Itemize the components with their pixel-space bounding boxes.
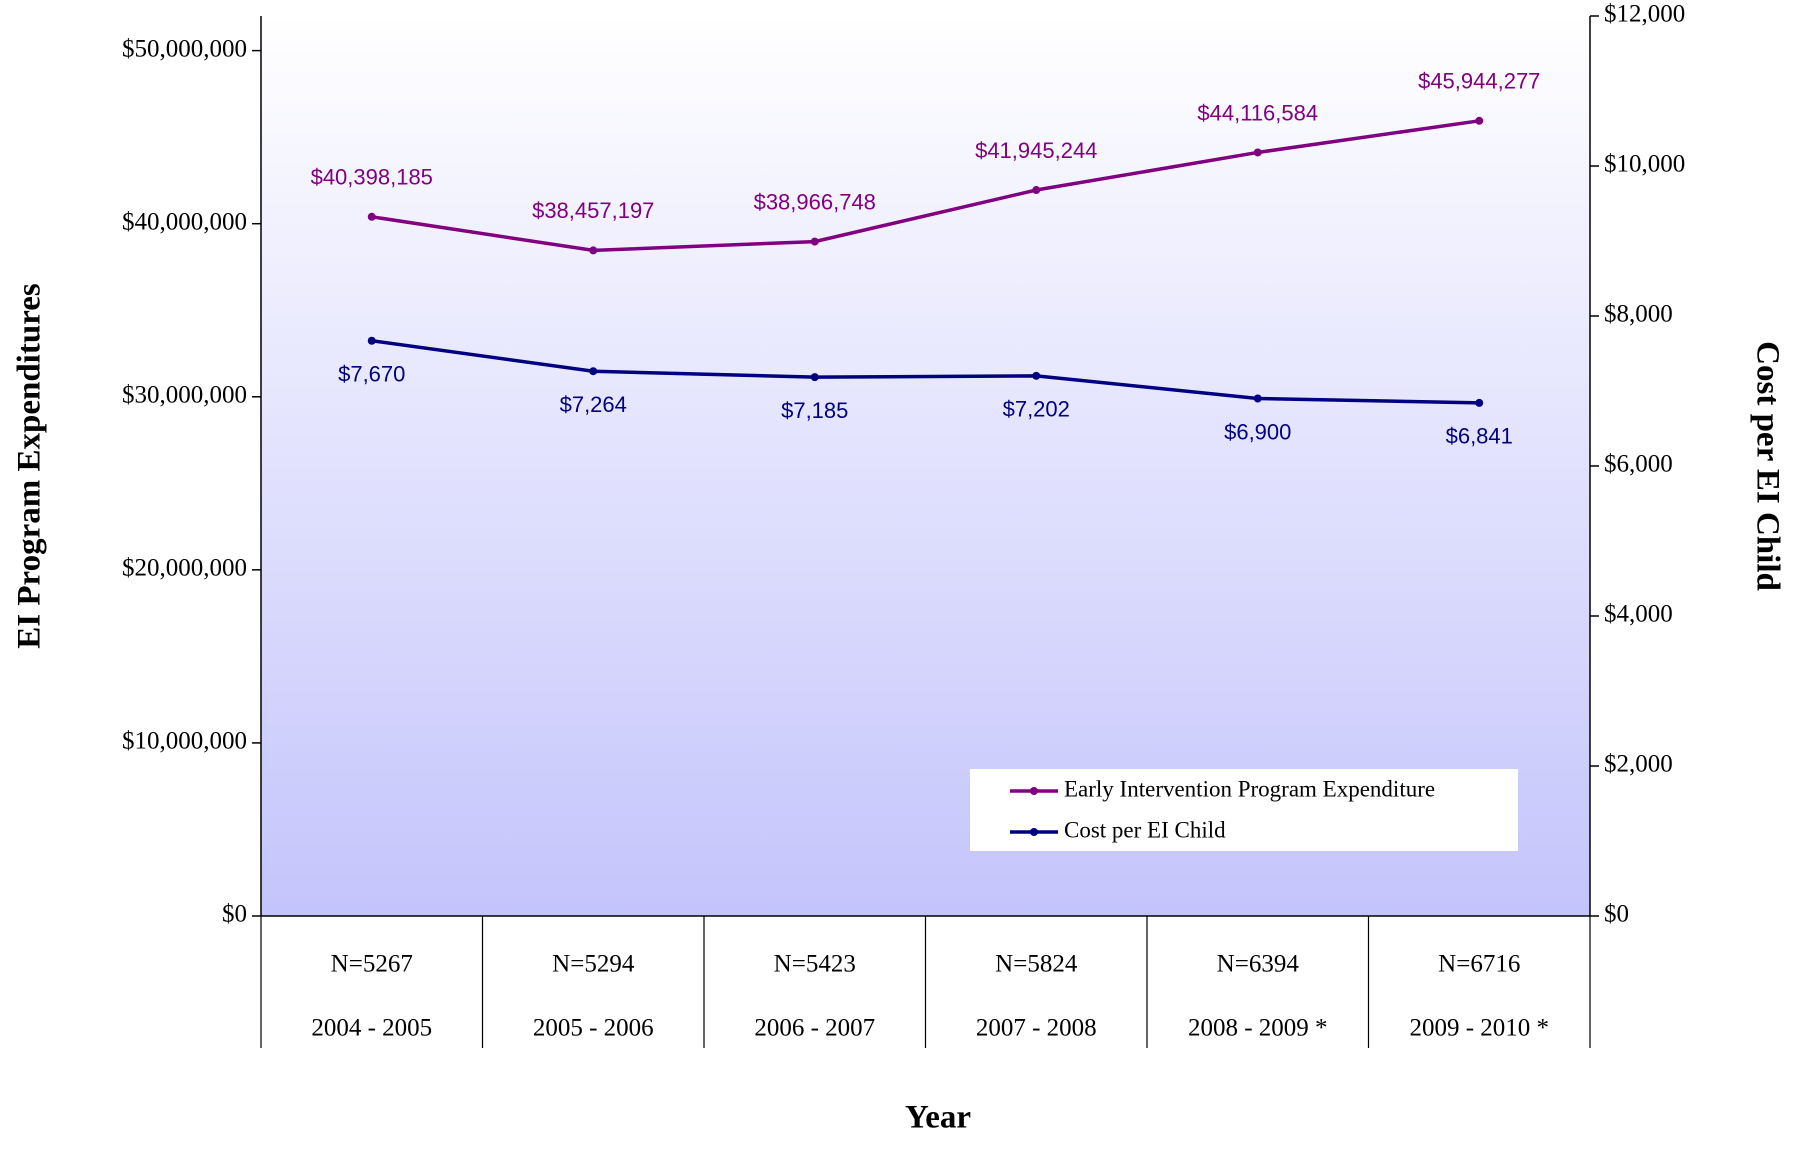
x-tick-sublabel: N=5824	[995, 951, 1078, 978]
data-label: $6,900	[1224, 419, 1291, 444]
marker	[810, 237, 819, 246]
data-label: $45,944,277	[1418, 69, 1540, 94]
y-tick-label: $20,000,000	[122, 555, 247, 582]
plot-area	[261, 16, 1590, 916]
data-label: $38,457,197	[532, 198, 654, 223]
x-tick-label: 2006 - 2007	[754, 1015, 875, 1042]
marker	[1253, 394, 1262, 403]
y-axis-title: EI Program Expenditures	[12, 283, 48, 649]
legend-label: Cost per EI Child	[1064, 817, 1226, 842]
y2-axis-title: Cost per EI Child	[1749, 341, 1785, 591]
y2-tick-label: $10,000	[1604, 151, 1685, 178]
x-tick-sublabel: N=6394	[1217, 951, 1300, 978]
data-label: $40,398,185	[311, 165, 433, 190]
y-tick-label: $50,000,000	[122, 35, 247, 62]
x-axis-title: Year	[905, 1100, 971, 1136]
legend-marker	[1030, 828, 1038, 836]
legend-label: Early Intervention Program Expenditure	[1064, 776, 1435, 801]
marker	[589, 246, 598, 255]
y2-tick-label: $4,000	[1604, 601, 1673, 628]
line	[371, 339, 1480, 405]
x-tick-label: 2009 - 2010 *	[1409, 1015, 1549, 1042]
x-tick-sublabel: N=5294	[552, 951, 635, 978]
marker	[1475, 398, 1484, 407]
y2-tick-label: $12,000	[1604, 1, 1685, 28]
legend-box	[970, 769, 1518, 851]
x-tick-sublabel: N=5267	[331, 951, 413, 978]
x-tick-label: 2005 - 2006	[533, 1015, 654, 1042]
data-label: $41,945,244	[975, 138, 1097, 163]
legend-marker	[1030, 787, 1038, 795]
data-label: $44,116,584	[1197, 100, 1318, 125]
line	[371, 119, 1480, 253]
data-label: $7,202	[1003, 397, 1070, 422]
marker	[1253, 148, 1262, 157]
y2-tick-label: $0	[1604, 901, 1629, 928]
marker	[367, 336, 376, 345]
y-tick-label: $0	[222, 901, 247, 928]
marker	[1032, 371, 1041, 380]
data-label: $7,670	[338, 362, 405, 387]
y2-tick-label: $2,000	[1604, 751, 1673, 778]
marker	[589, 367, 598, 376]
marker	[810, 373, 819, 382]
data-label: $7,185	[781, 398, 848, 423]
marker	[367, 212, 376, 221]
x-tick-sublabel: N=6716	[1438, 951, 1520, 978]
data-label: $6,841	[1446, 424, 1513, 449]
marker	[1475, 116, 1484, 125]
x-tick-sublabel: N=5423	[774, 951, 856, 978]
x-tick-label: 2007 - 2008	[976, 1015, 1097, 1042]
y-tick-label: $10,000,000	[122, 728, 247, 755]
marker	[1032, 186, 1041, 195]
data-label: $7,264	[560, 392, 627, 417]
y2-tick-label: $6,000	[1604, 451, 1673, 478]
x-tick-label: 2004 - 2005	[311, 1015, 432, 1042]
y2-tick-label: $8,000	[1604, 301, 1673, 328]
x-tick-label: 2008 - 2009 *	[1188, 1015, 1328, 1042]
data-label: $38,966,748	[754, 189, 876, 214]
y-tick-label: $30,000,000	[122, 382, 247, 409]
y-tick-label: $40,000,000	[122, 208, 247, 235]
